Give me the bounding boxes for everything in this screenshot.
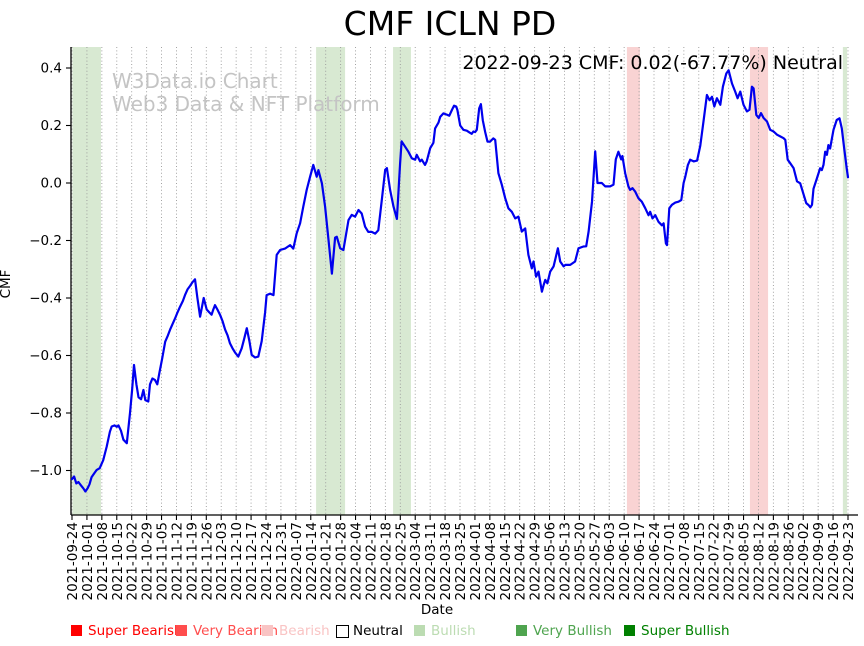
- x-tick-label: 2021-12-17: [244, 522, 260, 600]
- x-tick-label: 2022-02-04: [349, 522, 365, 600]
- x-tick-label: 2021-11-26: [199, 522, 215, 600]
- legend-swatch-icon: [414, 625, 425, 636]
- legend-label: Very Bearish: [193, 623, 279, 639]
- x-tick-label: 2022-05-06: [543, 522, 559, 600]
- x-tick-label: 2021-10-22: [125, 522, 141, 600]
- x-tick-label: 2022-05-27: [587, 522, 603, 600]
- legend-swatch-icon: [624, 625, 635, 636]
- y-tick-label: −1.0: [29, 463, 62, 479]
- x-tick-label: 2021-12-10: [229, 522, 245, 600]
- x-tick-label: 2022-09-16: [826, 522, 842, 600]
- x-tick-label: 2022-02-11: [363, 522, 379, 600]
- x-tick-label: 2022-09-09: [811, 522, 827, 600]
- x-tick-label: 2022-07-08: [677, 522, 693, 600]
- y-tick-label: −0.2: [29, 233, 62, 249]
- legend-label: Bullish: [431, 623, 476, 639]
- x-tick-label: 2021-11-05: [155, 522, 171, 600]
- x-axis-label: Date: [420, 602, 454, 618]
- signal-band-bullish: [316, 47, 346, 515]
- x-tick-label: 2022-06-03: [602, 522, 618, 600]
- x-tick-label: 2022-07-15: [692, 522, 708, 600]
- x-tick-label: 2022-04-29: [528, 522, 544, 600]
- legend-label: Neutral: [353, 623, 403, 639]
- x-tick-label: 2022-04-08: [483, 522, 499, 600]
- x-tick-label: 2022-02-25: [393, 522, 409, 600]
- x-tick-label: 2022-07-29: [722, 522, 738, 600]
- x-tick-label: 2021-11-12: [169, 522, 185, 600]
- x-tick-label: 2021-09-24: [65, 522, 81, 600]
- cmf-line-series: [70, 69, 850, 493]
- x-tick-label: 2022-01-21: [319, 522, 335, 600]
- legend-swatch-icon: [176, 625, 187, 636]
- x-tick-label: 2022-08-26: [781, 522, 797, 600]
- signal-band-bearish: [749, 47, 769, 515]
- legend-label: Super Bearish: [88, 623, 183, 639]
- x-tick-label: 2021-10-08: [95, 522, 111, 600]
- y-tick-label: 0.2: [41, 118, 62, 134]
- x-tick-label: 2021-10-29: [140, 522, 156, 600]
- signal-band-bearish: [626, 47, 640, 515]
- x-tick-label: 2022-01-14: [304, 522, 320, 600]
- x-tick-label: 2022-08-05: [737, 522, 753, 600]
- y-tick-label: 0.4: [41, 61, 62, 77]
- signal-band-bullish: [72, 47, 101, 515]
- x-tick-label: 2022-01-28: [334, 522, 350, 600]
- signal-band-bullish: [842, 47, 848, 515]
- x-tick-label: 2021-12-31: [274, 522, 290, 600]
- chart-title: CMF ICLN PD: [343, 4, 557, 43]
- legend-swatch-icon: [336, 625, 349, 638]
- x-tick-label: 2022-09-02: [796, 522, 812, 600]
- x-tick-label: 2022-04-15: [498, 522, 514, 600]
- x-tick-label: 2022-01-07: [289, 522, 305, 600]
- x-tick-label: 2022-06-17: [632, 522, 648, 600]
- annotation-text: 2022-09-23 CMF: 0.02(-67.77%) Neutral: [462, 52, 843, 74]
- x-tick-label: 2022-04-22: [513, 522, 529, 600]
- x-tick-label: 2022-02-18: [378, 522, 394, 600]
- x-tick-label: 2022-03-18: [438, 522, 454, 600]
- y-tick-label: −0.6: [29, 348, 62, 364]
- y-tick-label: −0.8: [29, 406, 62, 422]
- legend-swatch-icon: [71, 625, 82, 636]
- y-tick-label: −0.4: [29, 291, 62, 307]
- x-tick-label: 2022-03-04: [408, 522, 424, 600]
- x-tick-label: 2022-03-25: [453, 522, 469, 600]
- x-tick-label: 2021-10-01: [80, 522, 96, 600]
- x-tick-label: 2021-10-15: [110, 522, 126, 600]
- legend-label: Super Bullish: [641, 623, 730, 639]
- x-tick-label: 2022-05-20: [572, 522, 588, 600]
- legend-label: Bearish: [279, 623, 330, 639]
- x-tick-label: 2022-03-11: [423, 522, 439, 600]
- legend-swatch-icon: [516, 625, 527, 636]
- x-tick-label: 2022-08-12: [751, 522, 767, 600]
- x-tick-label: 2022-04-01: [468, 522, 484, 600]
- x-tick-label: 2022-06-10: [617, 522, 633, 600]
- signal-band-bullish: [393, 47, 411, 515]
- x-tick-label: 2022-08-19: [766, 522, 782, 600]
- x-tick-label: 2022-09-23: [841, 522, 857, 600]
- y-tick-label: 0.0: [41, 176, 62, 192]
- x-tick-label: 2022-07-01: [662, 522, 678, 600]
- x-tick-label: 2021-12-03: [214, 522, 230, 600]
- legend-label: Very Bullish: [533, 623, 612, 639]
- x-tick-label: 2022-05-13: [557, 522, 573, 600]
- x-tick-label: 2021-11-19: [184, 522, 200, 600]
- y-axis-label: CMF: [0, 269, 14, 299]
- legend-swatch-icon: [262, 625, 273, 636]
- x-tick-label: 2022-06-24: [647, 522, 663, 600]
- x-tick-label: 2022-07-22: [707, 522, 723, 600]
- x-tick-label: 2021-12-24: [259, 522, 275, 600]
